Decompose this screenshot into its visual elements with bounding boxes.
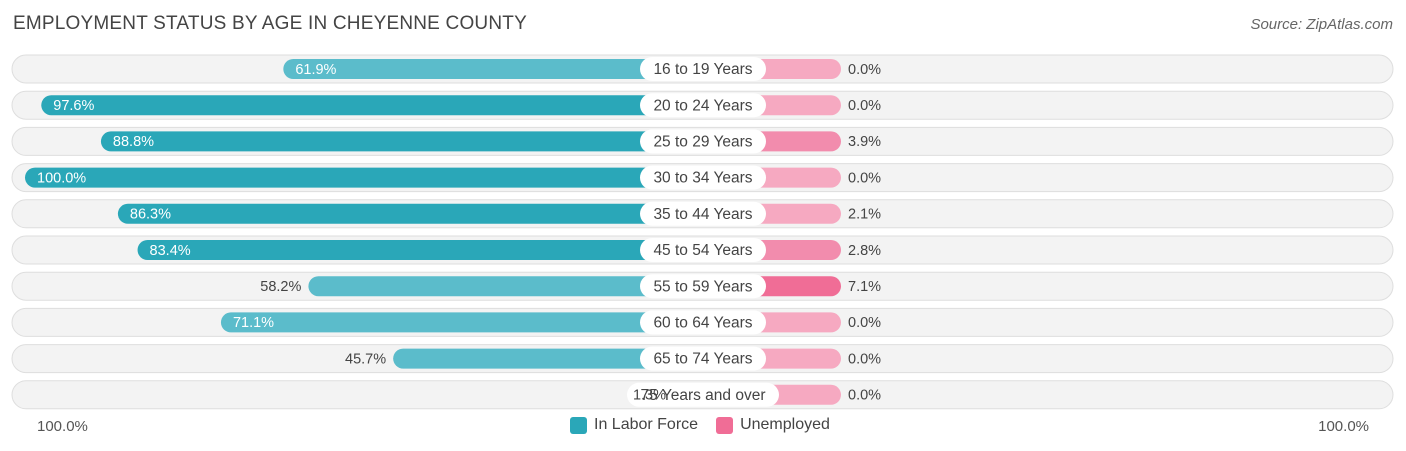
- legend-swatch-unemployed: [716, 416, 734, 434]
- value-label-labor: 100.0%: [37, 170, 86, 186]
- value-label-unemployed: 2.1%: [848, 207, 881, 223]
- value-label-unemployed: 0.0%: [848, 315, 881, 331]
- category-label-pill: [640, 238, 766, 262]
- axis-left-label: 100.0%: [37, 418, 88, 435]
- category-label-pill: [640, 93, 766, 118]
- legend: In Labor Force Unemployed: [570, 416, 848, 434]
- source-attribution: Source: ZipAtlas.com: [1250, 16, 1393, 33]
- value-label-labor: 83.4%: [150, 243, 191, 259]
- chart-title: EMPLOYMENT STATUS BY AGE IN CHEYENNE COU…: [13, 13, 527, 34]
- category-label-pill: [640, 346, 766, 371]
- bar-labor-force: [283, 59, 703, 79]
- value-label-unemployed: 3.9%: [848, 134, 881, 150]
- value-label-labor: 1.3%: [633, 388, 666, 404]
- legend-label-labor: In Labor Force: [594, 416, 699, 433]
- value-label-labor: 71.1%: [233, 315, 274, 331]
- category-label: 45 to 54 Years: [653, 242, 752, 259]
- value-label-labor: 97.6%: [53, 98, 94, 114]
- bar-labor-force: [220, 312, 703, 333]
- category-label: 55 to 59 Years: [653, 278, 752, 295]
- category-label: 65 to 74 Years: [653, 351, 752, 368]
- value-label-labor: 45.7%: [345, 351, 386, 367]
- value-label-unemployed: 0.0%: [848, 98, 881, 114]
- value-label-unemployed: 0.0%: [848, 351, 881, 367]
- category-label-pill: [640, 129, 766, 154]
- legend-item-unemployed[interactable]: Unemployed: [716, 416, 830, 434]
- axis-right-label: 100.0%: [1318, 418, 1369, 435]
- category-label-pill: [640, 57, 766, 81]
- legend-swatch-labor: [570, 416, 587, 434]
- category-label: 16 to 19 Years: [653, 61, 752, 78]
- value-label-unemployed: 2.8%: [848, 243, 881, 259]
- value-label-labor: 58.2%: [260, 279, 301, 295]
- value-label-unemployed: 7.1%: [848, 279, 881, 295]
- bar-labor-force: [25, 167, 703, 188]
- value-label-labor: 61.9%: [295, 62, 336, 78]
- legend-item-labor[interactable]: In Labor Force: [570, 416, 698, 434]
- value-label-unemployed: 0.0%: [848, 62, 881, 78]
- category-label: 30 to 34 Years: [653, 170, 752, 187]
- category-label-pill: [627, 382, 779, 407]
- bar-labor-force: [393, 348, 703, 369]
- value-label-labor: 88.8%: [113, 134, 154, 150]
- bar-labor-force: [41, 95, 704, 116]
- value-label-unemployed: 0.0%: [848, 170, 881, 186]
- category-label: 60 to 64 Years: [653, 314, 752, 331]
- value-label-labor: 86.3%: [130, 207, 171, 223]
- category-label: 20 to 24 Years: [653, 97, 752, 114]
- value-label-unemployed: 0.0%: [848, 388, 881, 404]
- legend-label-unemployed: Unemployed: [740, 416, 830, 433]
- category-label-pill: [640, 165, 766, 190]
- category-label-pill: [640, 310, 766, 335]
- category-label-pill: [640, 274, 766, 299]
- bar-labor-force: [100, 131, 704, 152]
- bar-labor-force: [308, 276, 703, 297]
- category-label-pill: [640, 201, 766, 226]
- bar-labor-force: [117, 203, 704, 224]
- category-label: 75 Years and over: [641, 387, 766, 404]
- category-label: 35 to 44 Years: [653, 206, 752, 223]
- category-label: 25 to 29 Years: [653, 133, 752, 150]
- bar-labor-force: [137, 240, 704, 260]
